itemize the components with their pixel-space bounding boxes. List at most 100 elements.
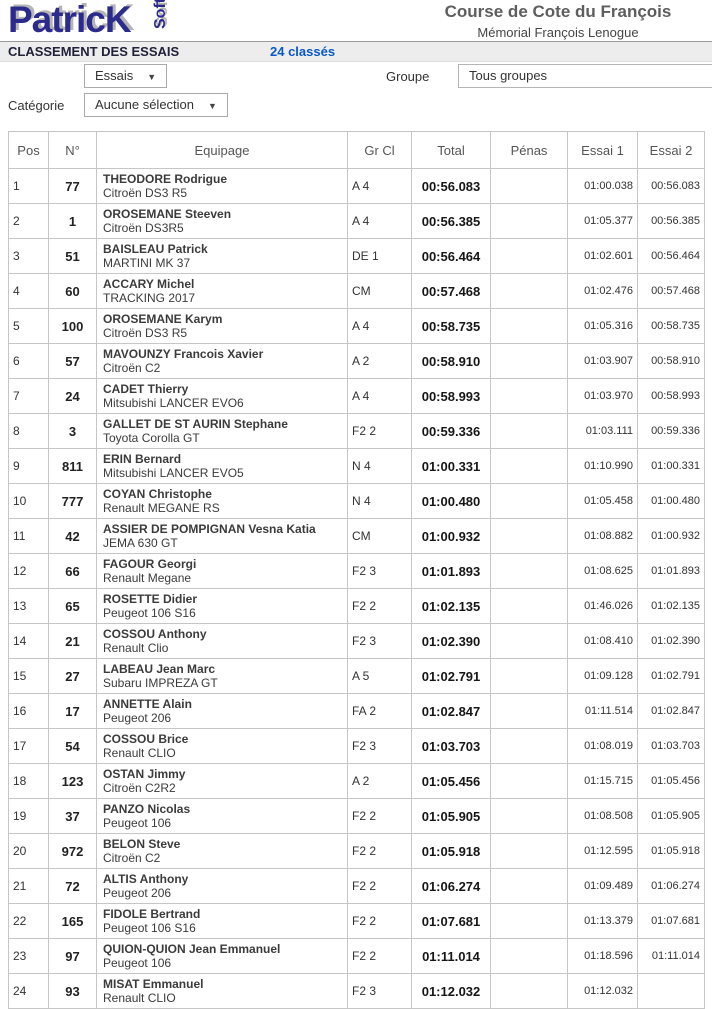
number-cell: 65	[48, 588, 97, 624]
car-name: MARTINI MK 37	[103, 256, 191, 270]
total-time-cell: 01:12.032	[411, 973, 491, 1009]
essai1-time-cell: 01:46.026	[567, 588, 638, 624]
total-time-cell: 00:58.910	[411, 343, 491, 379]
driver-name: GALLET DE ST AURIN Stephane	[103, 417, 288, 431]
total-time-cell: 00:58.735	[411, 308, 491, 344]
driver-name: OSTAN Jimmy	[103, 767, 186, 781]
equipage-cell: COSSOU Brice Renault CLIO	[96, 728, 348, 764]
essai2-time-cell: 00:59.336	[637, 413, 705, 449]
total-time-cell: 00:56.385	[411, 203, 491, 239]
penalty-cell	[490, 203, 568, 239]
driver-name: ROSETTE Didier	[103, 592, 198, 606]
car-name: Renault CLIO	[103, 746, 176, 760]
group-class-cell: F2 2	[347, 938, 412, 974]
penalty-cell	[490, 763, 568, 799]
total-time-cell: 01:02.791	[411, 658, 491, 694]
essai1-time-cell: 01:05.377	[567, 203, 638, 239]
penalty-cell	[490, 973, 568, 1009]
essais-select[interactable]: Essais ▼	[84, 64, 168, 88]
equipage-cell: FIDOLE Bertrand Peugeot 106 S16	[96, 903, 348, 939]
pos-cell: 16	[8, 693, 49, 729]
penalty-cell	[490, 273, 568, 309]
essai2-time-cell: 00:58.735	[637, 308, 705, 344]
car-name: Peugeot 206	[103, 886, 172, 900]
essai2-time-cell: 01:07.681	[637, 903, 705, 939]
equipage-cell: FAGOUR Georgi Renault Megane	[96, 553, 348, 589]
equipage-cell: COSSOU Anthony Renault Clio	[96, 623, 348, 659]
col-header-essai1: Essai 1	[567, 131, 638, 169]
number-cell: 37	[48, 798, 97, 834]
penalty-cell	[490, 658, 568, 694]
essai2-time-cell: 01:05.918	[637, 833, 705, 869]
essai1-time-cell: 01:05.316	[567, 308, 638, 344]
total-time-cell: 01:05.918	[411, 833, 491, 869]
essai1-time-cell: 01:08.882	[567, 518, 638, 554]
number-cell: 100	[48, 308, 97, 344]
essai1-time-cell: 01:15.715	[567, 763, 638, 799]
number-cell: 51	[48, 238, 97, 274]
total-time-cell: 01:01.893	[411, 553, 491, 589]
groupe-select-value: Tous groupes	[469, 68, 548, 83]
penalty-cell	[490, 833, 568, 869]
group-class-cell: FA 2	[347, 693, 412, 729]
car-name: Subaru IMPREZA GT	[103, 676, 218, 690]
essai2-time-cell: 01:02.847	[637, 693, 705, 729]
essai1-time-cell: 01:03.970	[567, 378, 638, 414]
penalty-cell	[490, 518, 568, 554]
essai1-time-cell: 01:18.596	[567, 938, 638, 974]
number-cell: 66	[48, 553, 97, 589]
driver-name: THEODORE Rodrigue	[103, 172, 228, 186]
group-class-cell: A 5	[347, 658, 412, 694]
essai2-time-cell: 00:56.385	[637, 203, 705, 239]
driver-name: COSSOU Anthony	[103, 627, 207, 641]
essai1-time-cell: 01:08.410	[567, 623, 638, 659]
group-class-cell: F2 2	[347, 868, 412, 904]
col-header-essai2: Essai 2	[637, 131, 705, 169]
pos-cell: 19	[8, 798, 49, 834]
classified-count-link[interactable]: 24 classés	[270, 44, 336, 59]
categorie-select-value: Aucune sélection	[95, 97, 195, 112]
equipage-cell: MISAT Emmanuel Renault CLIO	[96, 973, 348, 1009]
group-class-cell: F2 2	[347, 833, 412, 869]
group-class-cell: CM	[347, 518, 412, 554]
table-row: 9 811 ERIN Bernard Mitsubishi LANCER EVO5 N …	[8, 448, 705, 484]
table-row: 16 17 ANNETTE Alain Peugeot 206 FA 2 01:02.84…	[8, 693, 705, 729]
total-time-cell: 00:57.468	[411, 273, 491, 309]
number-cell: 42	[48, 518, 97, 554]
col-header-num: N°	[48, 131, 97, 169]
penalty-cell	[490, 238, 568, 274]
total-time-cell: 01:00.932	[411, 518, 491, 554]
penalty-cell	[490, 938, 568, 974]
pos-cell: 23	[8, 938, 49, 974]
total-time-cell: 01:06.274	[411, 868, 491, 904]
table-row: 17 54 COSSOU Brice Renault CLIO F2 3 01:03.70…	[8, 728, 705, 764]
pos-cell: 5	[8, 308, 49, 344]
essai1-time-cell: 01:12.595	[567, 833, 638, 869]
essai1-time-cell: 01:03.111	[567, 413, 638, 449]
essai2-time-cell: 01:00.480	[637, 483, 705, 519]
categorie-select[interactable]: Aucune sélection ▼	[84, 93, 228, 117]
table-header-row: Pos N° Equipage Gr Cl Total Pénas Essai …	[8, 131, 705, 169]
essai1-time-cell: 01:10.990	[567, 448, 638, 484]
group-class-cell: F2 3	[347, 623, 412, 659]
group-class-cell: F2 3	[347, 553, 412, 589]
groupe-select[interactable]: Tous groupes	[458, 64, 712, 88]
col-header-total: Total	[411, 131, 491, 169]
essai1-time-cell: 01:08.019	[567, 728, 638, 764]
table-row: 6 57 MAVOUNZY Francois Xavier Citroën C2 A 2…	[8, 343, 705, 379]
driver-name: QUION-QUION Jean Emmanuel	[103, 942, 281, 956]
essai2-time-cell: 01:00.331	[637, 448, 705, 484]
table-row: 20 972 BELON Steve Citroën C2 F2 2 01:05.918 0…	[8, 833, 705, 869]
equipage-cell: ERIN Bernard Mitsubishi LANCER EVO5	[96, 448, 348, 484]
pos-cell: 20	[8, 833, 49, 869]
essai2-time-cell: 01:02.390	[637, 623, 705, 659]
essai1-time-cell: 01:02.601	[567, 238, 638, 274]
equipage-cell: BAISLEAU Patrick MARTINI MK 37	[96, 238, 348, 274]
pos-cell: 9	[8, 448, 49, 484]
essai2-time-cell: 01:01.893	[637, 553, 705, 589]
car-name: Citroën C2	[103, 361, 161, 375]
table-row: 4 60 ACCARY Michel TRACKING 2017 CM 00:57.468…	[8, 273, 705, 309]
car-name: Peugeot 106 S16	[103, 606, 196, 620]
group-class-cell: F2 2	[347, 413, 412, 449]
essai1-time-cell: 01:02.476	[567, 273, 638, 309]
